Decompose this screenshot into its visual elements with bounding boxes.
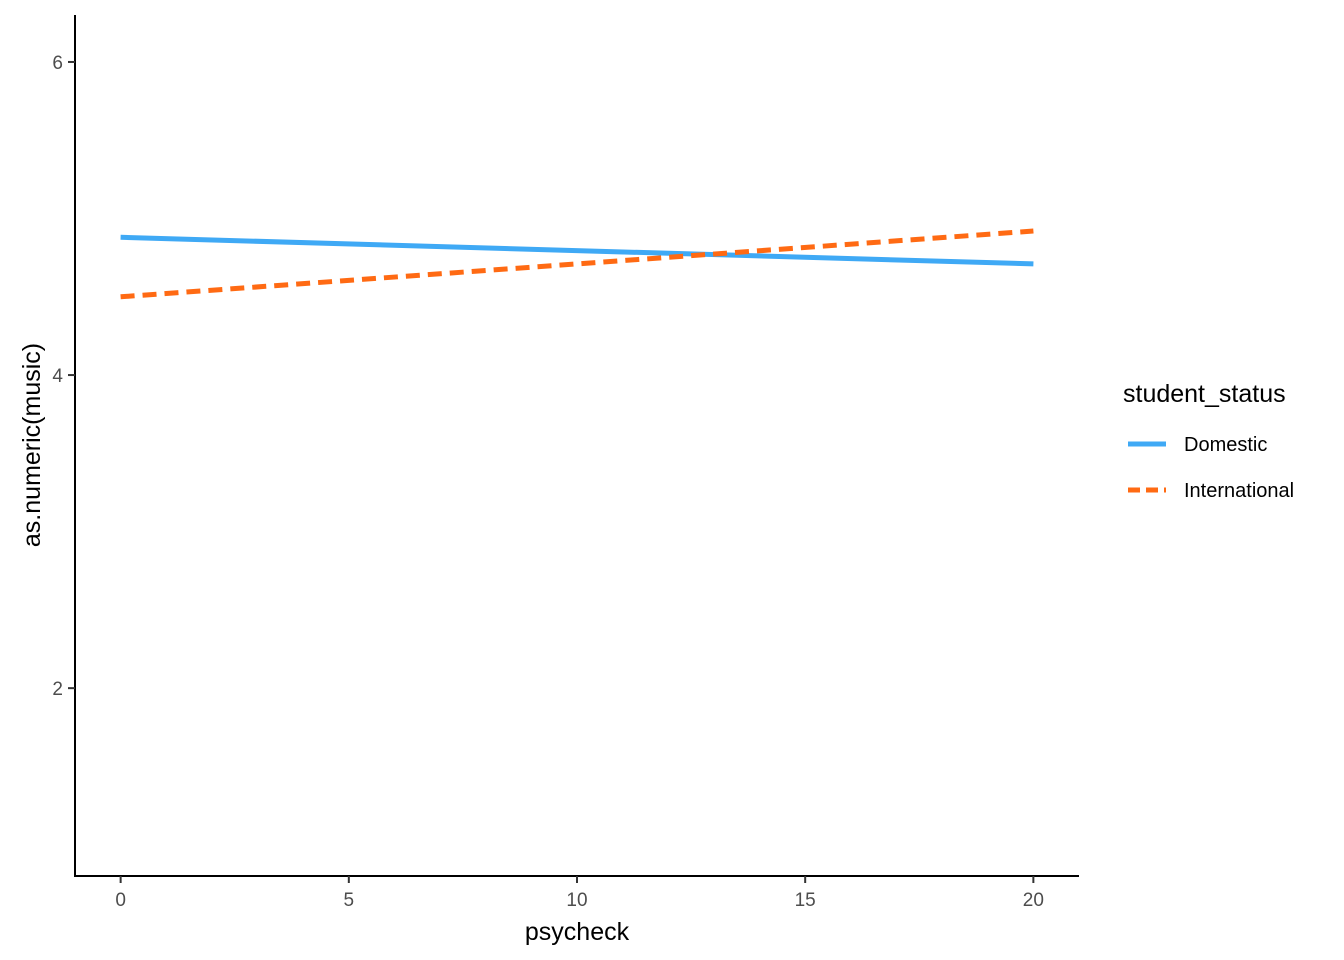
y-tick-label: 2: [52, 679, 63, 700]
x-tick-label: 10: [566, 890, 587, 911]
x-tick-label: 0: [115, 890, 126, 911]
legend: student_status Domestic International: [1123, 380, 1294, 502]
x-tick-label: 20: [1023, 890, 1044, 911]
y-ticks: 2 4 6: [52, 53, 75, 700]
x-tick-label: 15: [795, 890, 816, 911]
x-axis-title: psycheck: [525, 918, 630, 946]
series-line-domestic: [120, 234, 1034, 267]
legend-label-international: International: [1184, 480, 1294, 502]
legend-label-domestic: Domestic: [1184, 434, 1267, 456]
legend-title: student_status: [1123, 380, 1286, 408]
x-tick-label: 5: [344, 890, 355, 911]
legend-items: Domestic International: [1128, 434, 1294, 502]
y-tick-label: 6: [52, 53, 63, 74]
y-axis-title: as.numeric(music): [18, 343, 46, 547]
x-ticks: 0 5 10 15 20: [115, 876, 1044, 911]
y-tick-label: 4: [52, 366, 63, 387]
series-layer: [120, 228, 1034, 300]
